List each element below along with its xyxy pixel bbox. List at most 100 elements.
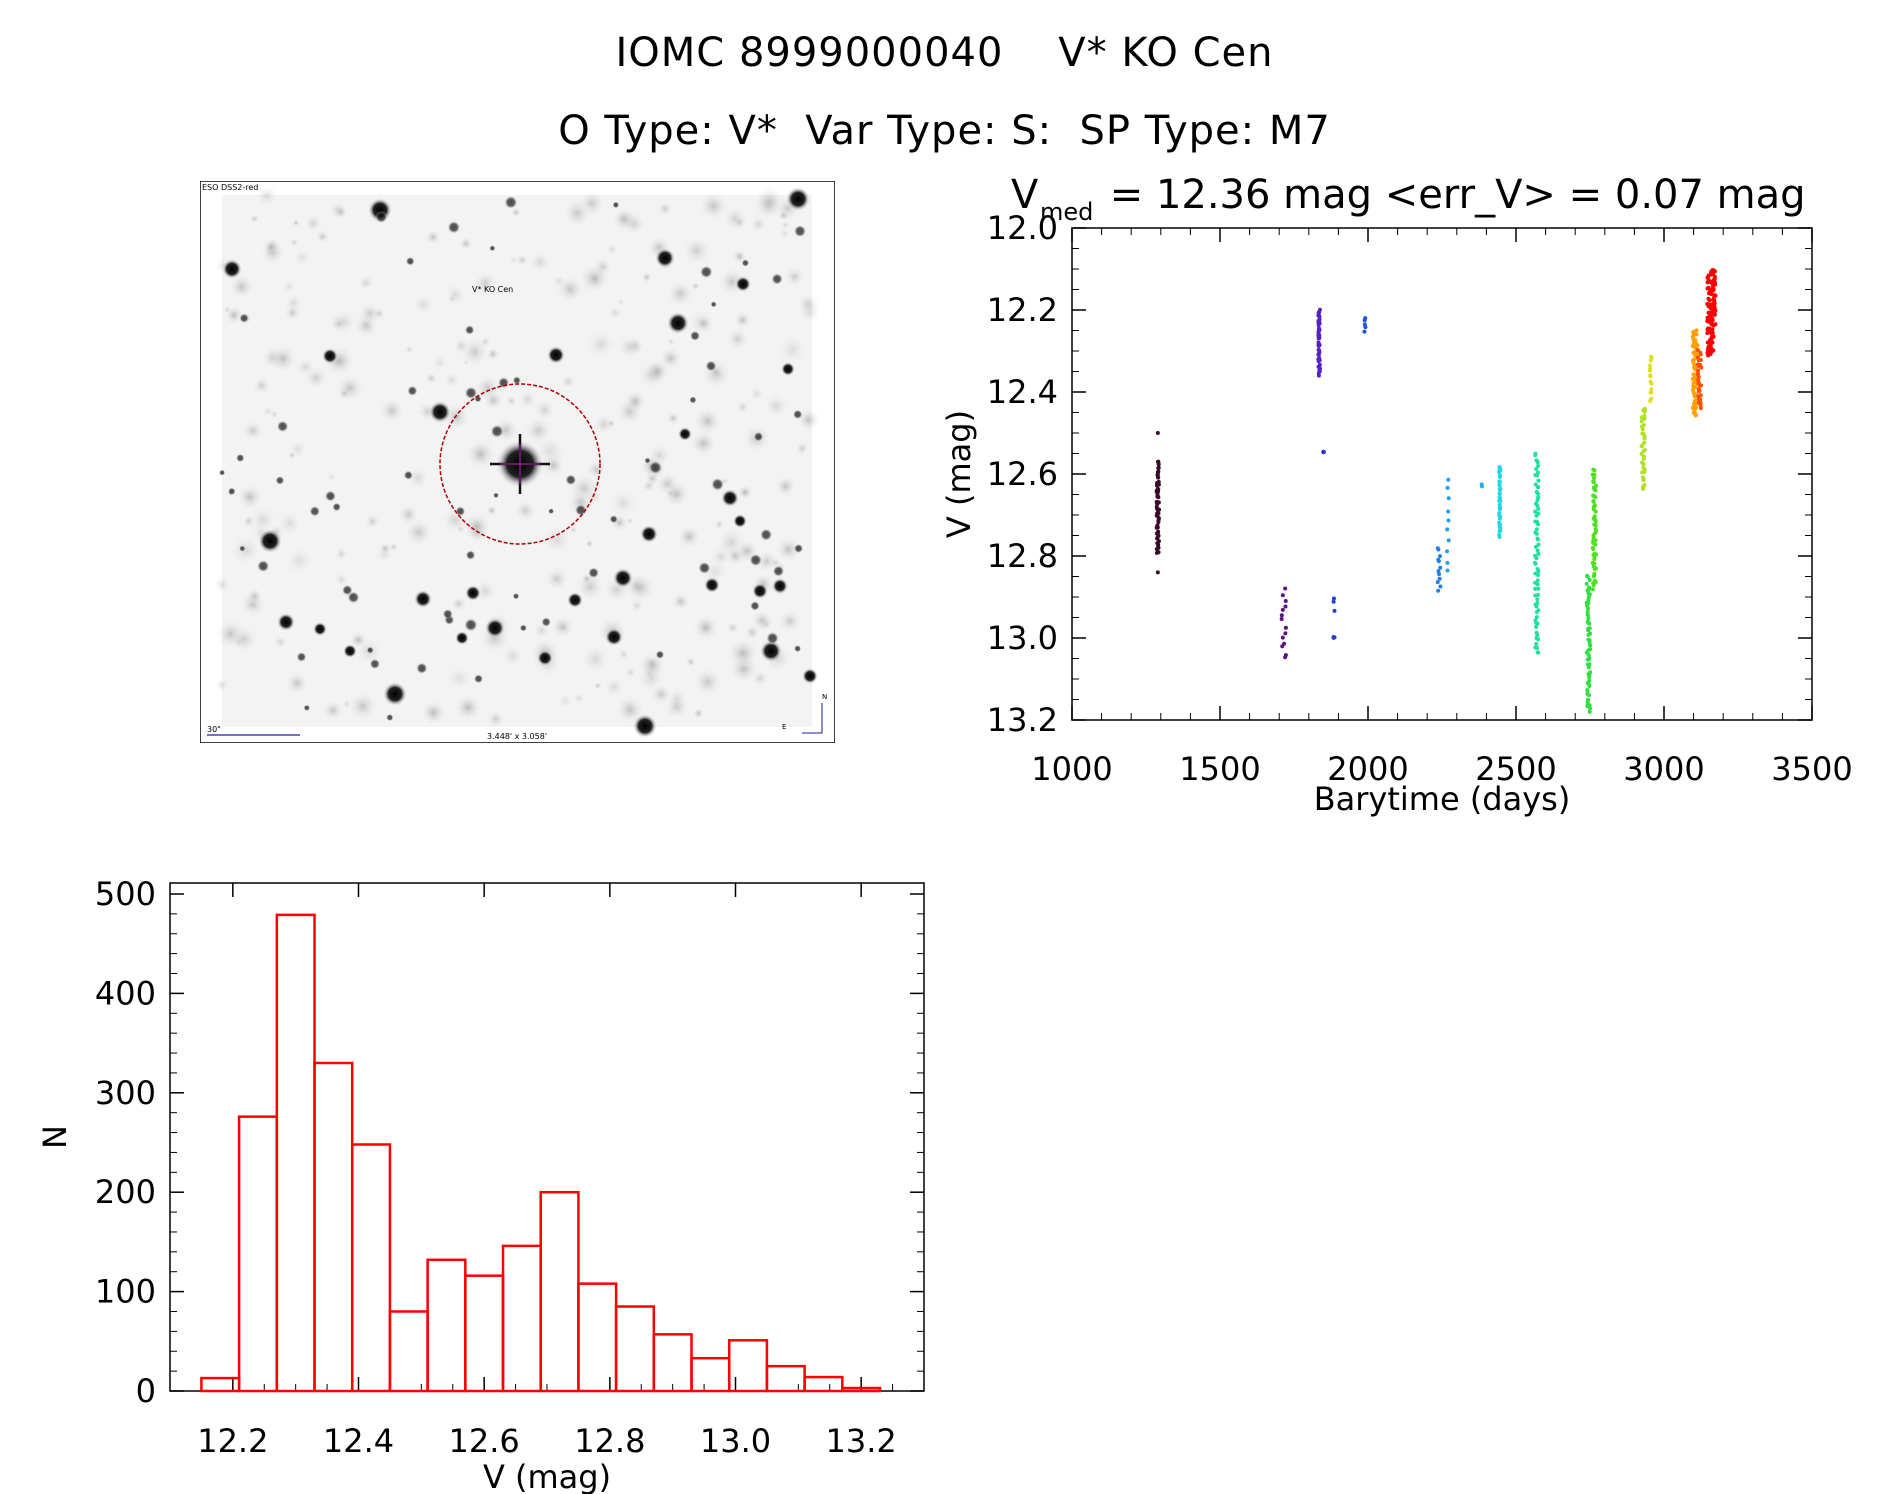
- lc-data-point: [1590, 472, 1595, 477]
- lc-data-point: [1691, 329, 1696, 334]
- lc-data-point: [1534, 513, 1539, 518]
- sky-background-blob: [341, 698, 352, 710]
- sky-background-blob: [357, 274, 375, 292]
- lc-data-point: [1593, 542, 1598, 547]
- lc-data-point: [1534, 556, 1539, 561]
- sky-star-faint: [239, 313, 250, 324]
- sky-star: [721, 489, 739, 507]
- sky-background-blob: [329, 314, 349, 334]
- lc-data-point: [1642, 416, 1647, 421]
- hist-y-tick-label: 100: [95, 1273, 156, 1311]
- sky-background-blob: [454, 693, 482, 722]
- lc-data-point: [1691, 337, 1696, 342]
- sky-star-faint: [612, 201, 620, 209]
- lc-data-point: [1642, 470, 1647, 475]
- sky-background-blob: [748, 385, 766, 403]
- sky-background-blob: [486, 504, 498, 517]
- lc-data-point: [1535, 548, 1540, 553]
- sky-background-blob: [404, 344, 415, 355]
- sky-star-faint: [793, 644, 802, 653]
- sky-star-faint: [465, 550, 476, 561]
- sky-background-blob: [459, 236, 473, 251]
- sky-star-faint: [548, 508, 555, 515]
- sky-background-blob: [284, 671, 310, 696]
- hist-y-tick-label: 200: [95, 1173, 156, 1211]
- lc-data-point: [1497, 474, 1502, 479]
- sky-background-blob: [213, 575, 231, 594]
- lc-data-point: [1699, 383, 1704, 388]
- sky-background-blob: [445, 664, 473, 692]
- sky-background-blob: [666, 411, 681, 426]
- sky-background-blob: [517, 389, 538, 410]
- lc-data-point: [1446, 538, 1451, 543]
- lc-data-point: [1437, 554, 1442, 559]
- lc-data-point: [1690, 376, 1695, 381]
- sky-background-blob: [763, 393, 789, 419]
- lc-title-rest: = 12.36 mag <err_V> = 0.07 mag: [1097, 172, 1806, 218]
- sky-image-cutout: ESO DSS2-red V* KO Cen 30" 3.448' x 3.05…: [200, 181, 835, 743]
- lc-data-point: [1321, 450, 1326, 455]
- hist-y-tick-label: 500: [95, 875, 156, 913]
- lc-data-point: [1586, 637, 1591, 642]
- sky-background-blob: [228, 273, 255, 300]
- lc-data-point: [1156, 539, 1161, 544]
- survey-label: ESO DSS2-red: [202, 183, 258, 192]
- sky-star-faint: [405, 256, 415, 266]
- hist-bar: [426, 1258, 467, 1393]
- lc-data-point: [1533, 473, 1538, 478]
- lc-data-point: [1283, 655, 1288, 660]
- lc-data-point: [1535, 645, 1540, 650]
- hist-bar: [652, 1333, 693, 1393]
- sky-background-blob: [523, 416, 553, 446]
- sky-star-faint: [235, 453, 245, 463]
- sky-star: [343, 644, 357, 658]
- sky-star-faint: [366, 646, 374, 654]
- sky-star: [322, 348, 338, 364]
- sky-background-blob: [291, 218, 301, 227]
- sky-background-blob: [347, 691, 378, 722]
- lc-data-point: [1497, 529, 1502, 534]
- lc-data-point: [1279, 613, 1284, 618]
- target-aperture-circle: [439, 383, 601, 545]
- sky-background-blob: [685, 656, 697, 668]
- lc-data-point: [1696, 368, 1701, 373]
- sky-background-blob: [645, 358, 670, 384]
- lc-data-point: [1709, 272, 1714, 277]
- lc-data-point: [1535, 633, 1540, 638]
- lc-data-point: [1586, 620, 1591, 625]
- compass-north-label: N: [822, 693, 827, 701]
- lc-data-point: [1697, 397, 1702, 402]
- sky-background-blob: [404, 517, 434, 547]
- lc-data-point: [1641, 462, 1646, 467]
- lc-data-point: [1536, 637, 1541, 642]
- hist-bar: [313, 1061, 354, 1393]
- sky-background-blob: [508, 255, 519, 265]
- lc-data-point: [1362, 318, 1367, 323]
- sky-background-blob: [462, 511, 492, 542]
- lc-y-tick-label: 12.2: [987, 291, 1058, 329]
- sky-background-structure: [213, 184, 822, 729]
- lc-data-point: [1647, 368, 1652, 373]
- lc-data-point: [1591, 547, 1596, 552]
- sky-star-faint: [332, 502, 342, 512]
- sky-background-blob: [262, 237, 281, 256]
- lc-y-axis-label: V (mag): [940, 410, 978, 538]
- sky-star-faint: [771, 273, 784, 285]
- lc-data-point: [1533, 509, 1538, 514]
- lc-axis-ticks: 1000 1500 2000 2500 3000 3500 12.0 12.2 12.4 12.6…: [987, 209, 1853, 788]
- sky-star-faint: [464, 386, 478, 400]
- lc-data-point: [1592, 572, 1597, 577]
- sky-star: [485, 618, 505, 638]
- lc-data-point: [1331, 634, 1336, 639]
- sky-background-blob: [611, 206, 637, 232]
- lc-data-point: [1709, 291, 1714, 296]
- lc-data-point: [1534, 604, 1539, 609]
- sky-background-blob: [749, 215, 767, 233]
- lc-data-point: [1316, 373, 1321, 378]
- sky-background-blob: [662, 480, 691, 508]
- lc-data-point: [1592, 522, 1597, 527]
- sky-star: [735, 276, 751, 292]
- sky-star-faint: [644, 457, 651, 464]
- lc-data-point: [1536, 569, 1541, 574]
